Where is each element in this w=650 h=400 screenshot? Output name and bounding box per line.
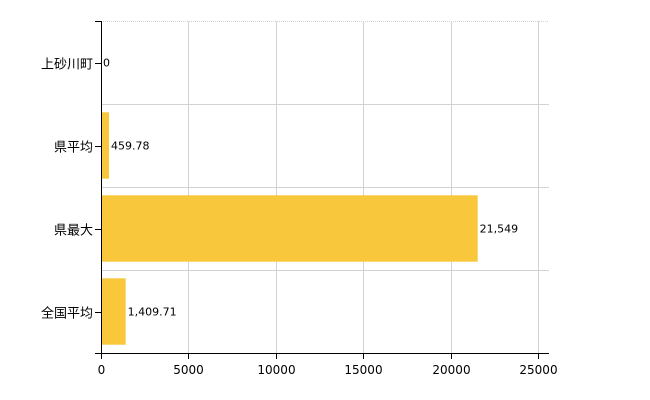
data-label: 21,549 — [480, 223, 519, 236]
category-label: 全国平均 — [41, 306, 93, 322]
data-label: 0 — [103, 57, 110, 70]
bar-3 — [101, 195, 478, 262]
x-tick-label: 15000 — [344, 363, 382, 377]
category-label: 県平均 — [54, 141, 93, 156]
x-tick-label: 5000 — [173, 363, 204, 377]
x-tick-label: 0 — [98, 363, 106, 377]
bar-2 — [101, 112, 110, 179]
bar-4 — [101, 278, 126, 345]
data-label: 1,409.71 — [128, 306, 177, 319]
category-label: 上砂川町 — [41, 58, 93, 73]
x-tick-label: 20000 — [432, 363, 470, 377]
data-label: 459.78 — [111, 140, 150, 153]
axes — [95, 21, 549, 359]
category-label: 県最大 — [54, 224, 93, 239]
grid-lines — [101, 21, 549, 354]
bars — [101, 112, 478, 345]
x-tick-label: 25000 — [519, 363, 557, 377]
x-tick-label: 10000 — [257, 363, 295, 377]
